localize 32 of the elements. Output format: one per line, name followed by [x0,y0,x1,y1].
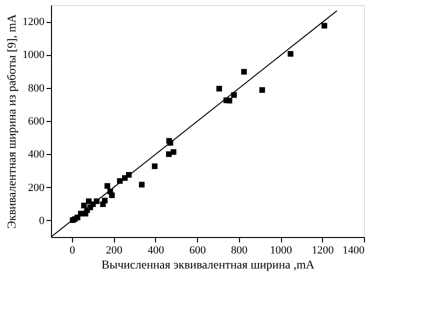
point [138,182,145,188]
point [152,163,158,170]
point [104,183,110,189]
point [226,98,232,104]
point [241,68,247,75]
x-tick-label: 800 [231,244,248,256]
x-axis-title: Вычисленная эквивалентная ширина ,mA [102,258,315,272]
y-tick-label: 0 [39,214,45,227]
point [288,51,294,57]
x-tick-label: 1000 [270,244,293,256]
y-tick-label: 800 [28,82,45,94]
y-axis-title: Эквивалентная ширина из работы [9], mA [4,14,18,229]
point [170,149,176,155]
x-tick-label: 200 [106,244,123,256]
point [100,201,106,208]
x-tick-label: 1400 [342,244,365,256]
point [259,87,265,93]
y-tick-label: 1000 [22,49,45,62]
point [86,198,92,204]
y-tick-label: 400 [28,148,45,161]
point [322,22,328,29]
y-tick-label: 1200 [22,16,45,28]
x-tick-label: 600 [189,244,206,256]
y-tick-label: 200 [28,182,45,194]
point [231,92,237,98]
x-tick-label: 1200 [312,244,334,256]
x-tick-label: 0 [70,244,76,256]
y-tick-label: 600 [28,116,45,128]
x-tick-label: 400 [148,244,165,256]
point [109,192,115,198]
point [216,86,222,92]
point [81,202,87,208]
